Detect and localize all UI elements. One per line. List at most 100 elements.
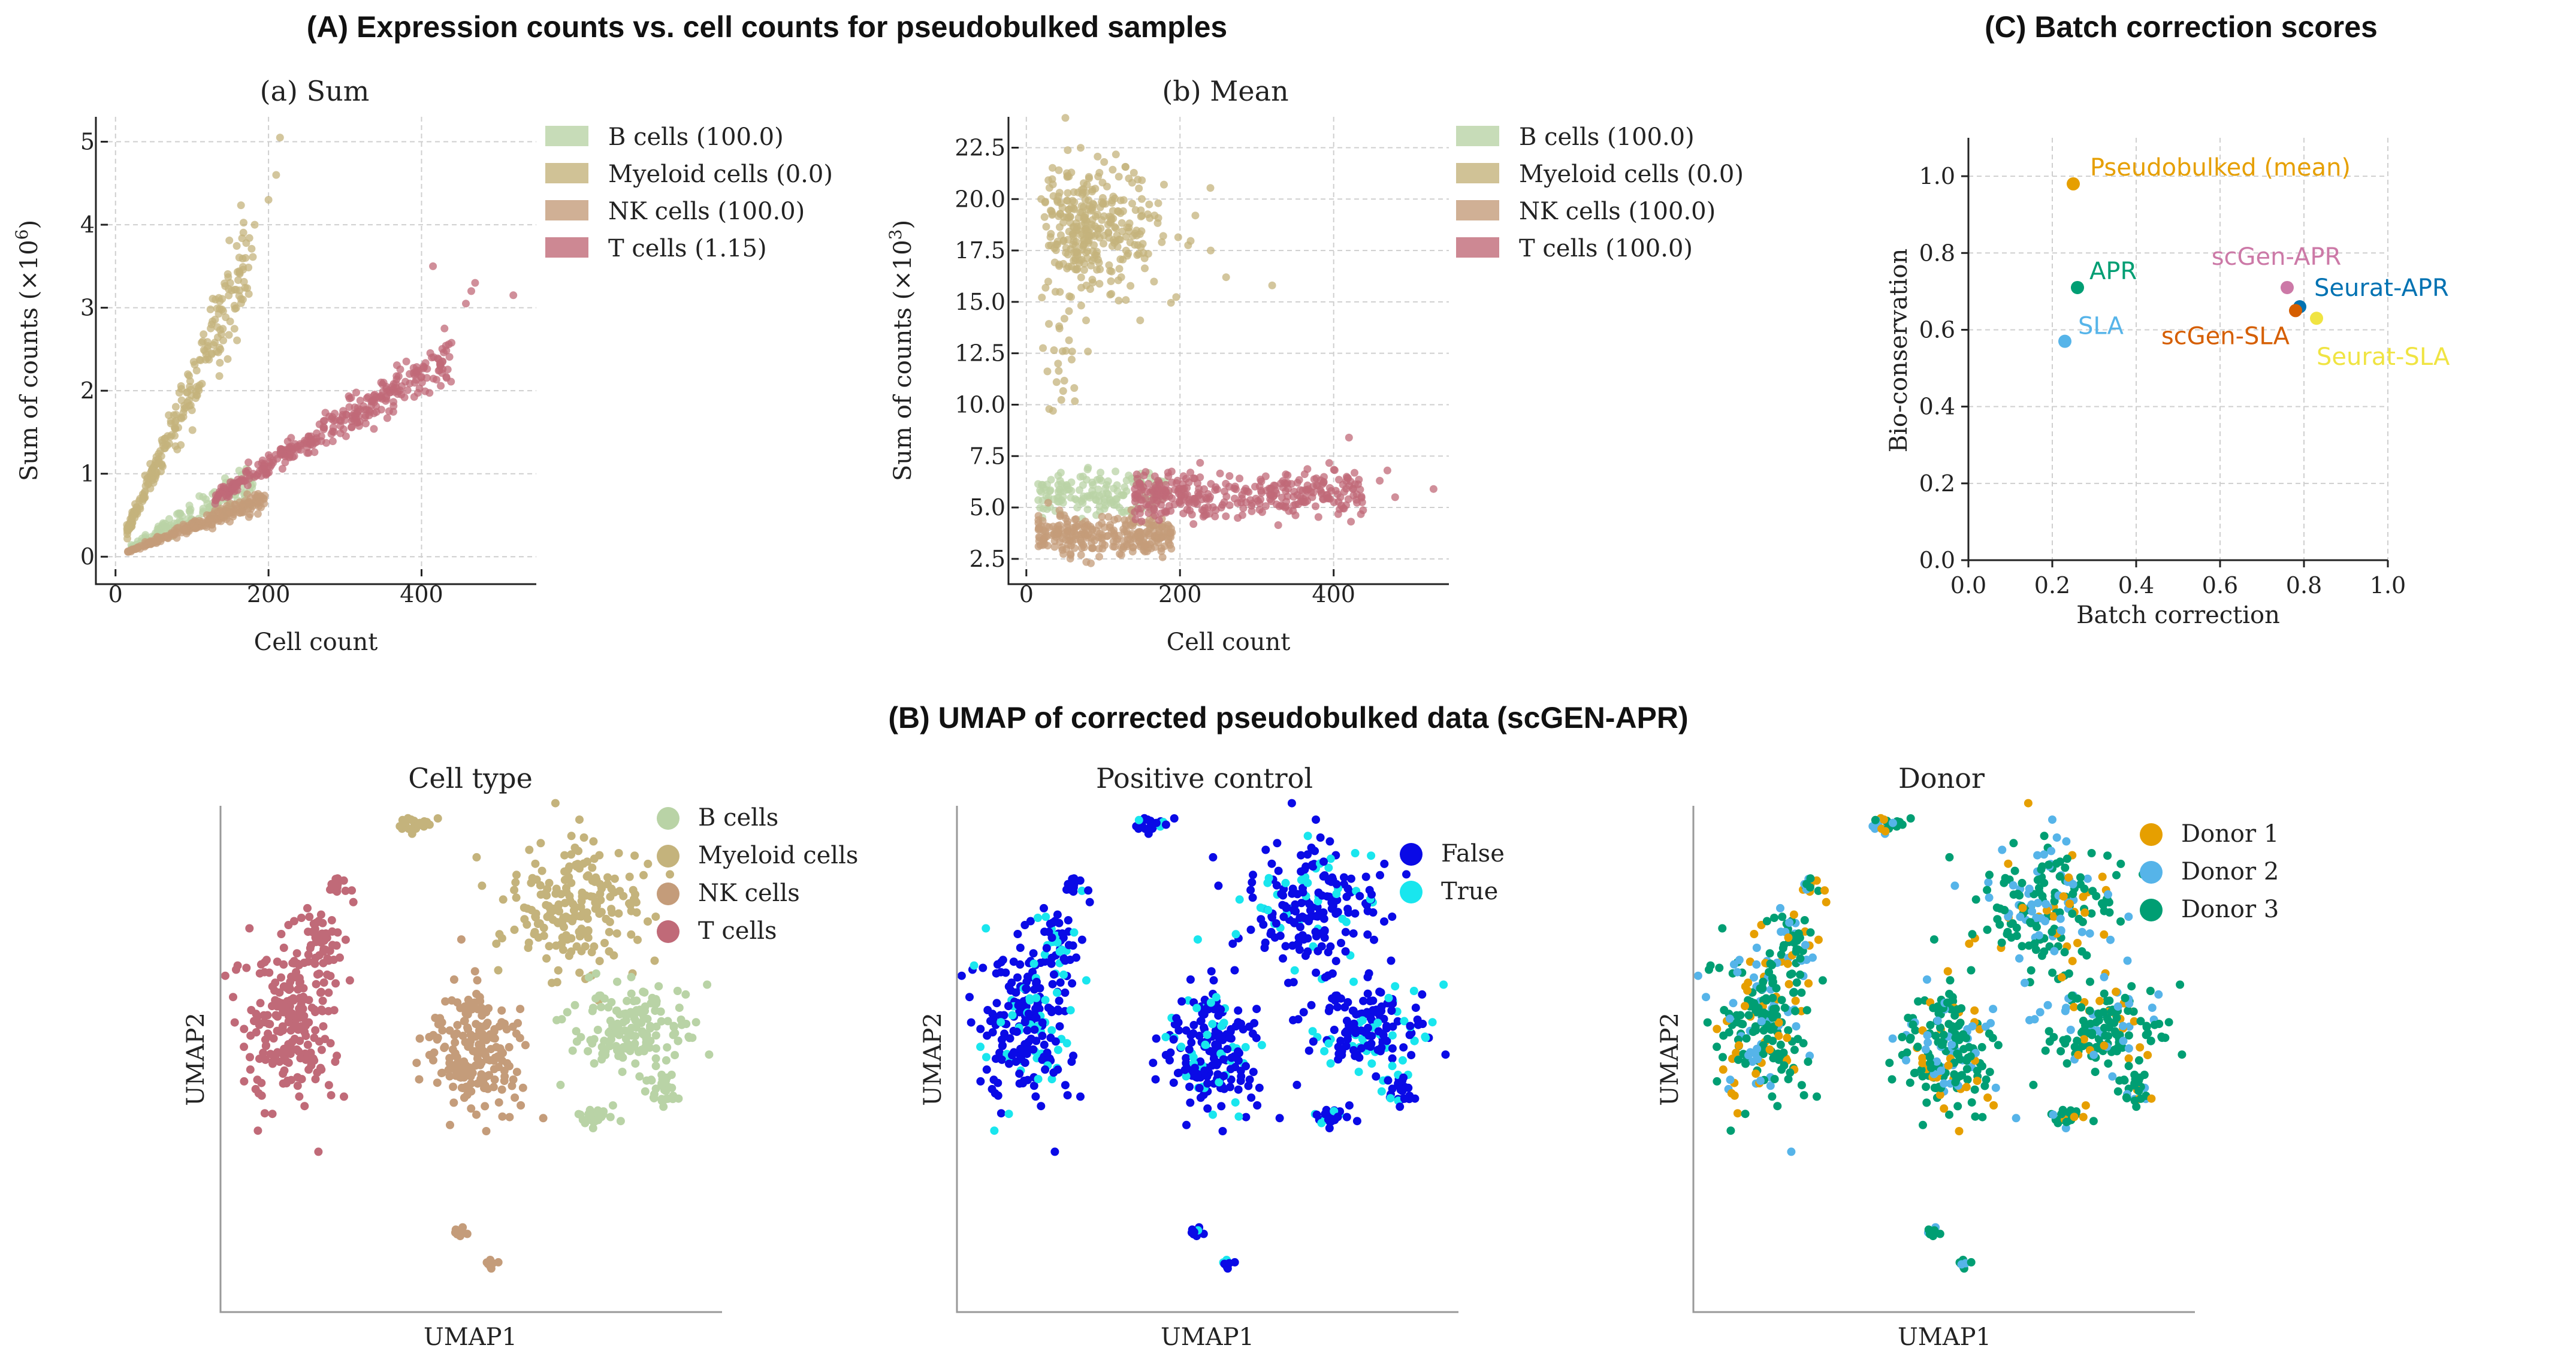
umap-donor-point: [1926, 1228, 1935, 1237]
umap-celltype-point: [240, 1042, 249, 1051]
umap-posctrl-point: [1304, 917, 1313, 926]
mean-point-myeloid: [1088, 231, 1096, 239]
mean-point-nk: [1095, 552, 1103, 561]
mean-point-myeloid: [1046, 233, 1055, 241]
umap-posctrl-point: [1370, 1007, 1379, 1016]
umap-posctrl-point: [1343, 1035, 1352, 1044]
mean-point-myeloid: [1133, 251, 1141, 259]
umap-celltype-point: [230, 1018, 239, 1027]
umap-celltype-point: [575, 815, 584, 824]
umap-donor-point: [1880, 815, 1888, 824]
sum-point-b_cells: [161, 522, 170, 531]
umap-celltype-point: [635, 1072, 644, 1081]
umap-celltype-point: [494, 1258, 503, 1267]
umap-donor-point: [1745, 957, 1754, 966]
batch-point-label: Seurat-APR: [2314, 274, 2449, 302]
umap-posctrl-point: [1331, 909, 1340, 918]
mean-y-label-close: ): [889, 220, 917, 229]
umap-posctrl-point: [1398, 1056, 1407, 1065]
sum-point-myeloid: [177, 441, 185, 449]
umap-celltype-point: [625, 872, 634, 881]
umap-celltype-point: [584, 973, 593, 982]
umap-donor-point: [1786, 970, 1795, 979]
umap-posctrl-point: [1370, 935, 1378, 944]
umap-posctrl-point: [1369, 908, 1378, 917]
umap-posctrl-point: [1319, 857, 1328, 866]
umap-posctrl-point: [1287, 799, 1296, 808]
umap-celltype-point: [260, 1109, 269, 1118]
umap-celltype-point: [279, 960, 288, 969]
umap-donor-point: [2061, 1124, 2070, 1132]
mean-point-nk: [1122, 520, 1130, 528]
umap-posctrl-legend-label: False: [1441, 840, 1505, 868]
umap-donor-point: [2000, 906, 2009, 915]
mean-point-b_cells: [1112, 495, 1120, 503]
umap-donor-point: [1784, 1026, 1793, 1035]
mean-point-t_cells: [1211, 486, 1219, 494]
umap-posctrl-point: [1077, 886, 1086, 895]
umap-posctrl-point: [1313, 912, 1322, 921]
umap-donor-point: [1985, 1068, 1994, 1077]
umap-donor-point: [1981, 1022, 1990, 1031]
umap-posctrl-point: [1281, 942, 1290, 951]
mean-point-nk: [1167, 545, 1176, 553]
sum-legend-swatch-b_cells: [545, 126, 588, 146]
umap-celltype-point: [600, 939, 609, 947]
mean-point-b_cells: [1039, 504, 1047, 513]
sum-point-myeloid: [151, 467, 159, 476]
sum-point-nk: [231, 500, 240, 509]
umap-donor-point: [2074, 1050, 2083, 1059]
umap-posctrl-point: [1358, 1016, 1367, 1025]
batch-ytick-label: 0.8: [1919, 240, 1955, 266]
umap-celltype-point: [572, 1037, 581, 1046]
batch-ytick-label: 0.6: [1919, 316, 1955, 343]
sum-point-myeloid: [212, 295, 220, 304]
umap-posctrl-point: [1388, 1044, 1397, 1053]
umap-donor-point: [2068, 992, 2076, 1000]
umap-posctrl-point: [1026, 1035, 1035, 1043]
umap-celltype-point: [576, 912, 585, 921]
mean-point-myeloid: [1065, 307, 1073, 315]
mean-point-nk: [1076, 530, 1085, 539]
umap-celltype-point: [614, 849, 623, 857]
umap-celltype-point: [617, 1050, 626, 1059]
mean-point-t_cells: [1291, 511, 1300, 519]
umap-celltype-legend-label: NK cells: [698, 880, 800, 907]
umap-celltype-point: [593, 1026, 602, 1034]
umap-donor-point: [2104, 890, 2112, 899]
mean-point-t_cells: [1255, 506, 1264, 514]
umap-celltype-point: [489, 1083, 498, 1092]
sum-point-t_cells: [442, 346, 451, 355]
umap-donor-point: [1929, 935, 1938, 944]
sum-point-nk: [246, 500, 253, 508]
umap-posctrl-point: [970, 961, 979, 970]
umap-celltype-point: [523, 920, 531, 929]
sum-point-myeloid: [226, 318, 234, 325]
umap-celltype-point: [263, 1011, 272, 1020]
umap-posctrl-point: [1173, 1069, 1182, 1078]
umap-posctrl-point: [1246, 885, 1255, 894]
umap-celltype-point: [644, 917, 652, 926]
sum-point-myeloid: [191, 361, 199, 369]
mean-point-myeloid: [1150, 277, 1158, 286]
umap-posctrl-point: [1189, 1228, 1198, 1237]
umap-donor-point: [2164, 1018, 2173, 1027]
sum-point-nk: [208, 521, 216, 529]
umap-celltype-point: [527, 906, 536, 915]
umap-donor-point: [1806, 928, 1815, 937]
umap-donor-point: [1984, 878, 1993, 887]
umap-posctrl-point: [1040, 1040, 1049, 1049]
umap-donor-point: [1797, 988, 1806, 997]
batch-points: Pseudobulked (mean)APRSLAscGen-APRSeurat…: [2058, 154, 2450, 371]
umap-posctrl-point: [1032, 1013, 1041, 1022]
umap-celltype-point: [691, 1018, 700, 1027]
umap-posctrl-point: [1029, 1081, 1038, 1090]
umap-posctrl-point: [1059, 954, 1068, 963]
sum-y-label: Sum of counts (×106): [12, 220, 44, 481]
umap-donor-point: [1729, 999, 1738, 1008]
umap-donor-point: [2121, 993, 2130, 1002]
mean-point-t_cells: [1230, 484, 1239, 492]
mean-point-myeloid: [1131, 229, 1139, 238]
umap-celltype-point: [641, 1087, 650, 1096]
